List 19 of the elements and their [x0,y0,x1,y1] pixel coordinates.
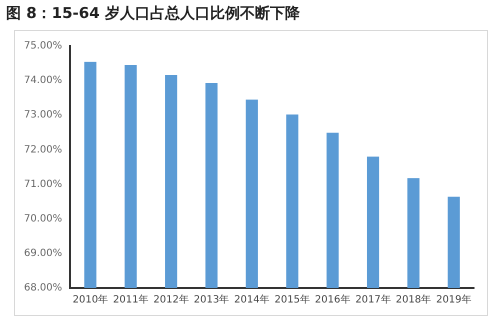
x-tick-label: 2015年 [274,294,310,306]
y-tick-label: 69.00% [24,248,62,260]
y-tick-label: 74.00% [24,75,62,86]
x-tick-label: 2019年 [436,294,472,306]
y-tick-label: 73.00% [24,110,62,121]
x-tick-label: 2017年 [355,294,391,306]
x-tick-label: 2013年 [194,294,230,306]
y-tick-label: 70.00% [24,213,62,224]
x-tick-label: 2012年 [153,294,189,306]
x-tick-label: 2018年 [396,294,432,306]
x-tick-label: 2016年 [314,294,350,306]
y-tick-label: 68.00% [24,282,62,294]
y-tick-label: 75.00% [24,40,62,52]
x-tick-label: 2014年 [234,294,270,306]
y-tick-label: 72.00% [24,144,62,156]
y-tick-label: 71.00% [24,178,62,190]
x-tick-label: 2011年 [112,294,148,306]
x-tick-label: 2010年 [72,294,108,306]
chart-title: 图 8：15-64 岁人口占总人口比例不断下降 [6,4,300,23]
